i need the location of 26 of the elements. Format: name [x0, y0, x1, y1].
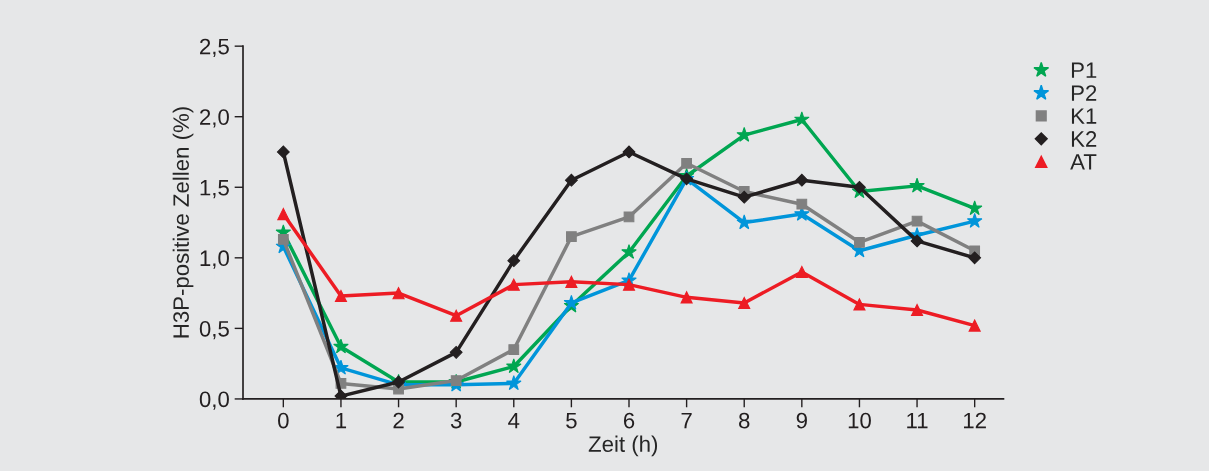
legend-label: K2: [1071, 131, 1097, 147]
y-tick-label: 1,0: [200, 250, 229, 269]
x-tick-label: 3: [450, 412, 462, 429]
x-tick-label: 7: [681, 412, 692, 429]
legend-label: K1: [1071, 108, 1097, 124]
y-tick-label: 0,5: [199, 320, 229, 340]
x-tick-label: 8: [739, 412, 750, 429]
x-tick-label: 0: [278, 412, 289, 429]
x-axis-title: Zeit (h): [588, 435, 658, 457]
y-tick-label: 2,0: [200, 109, 229, 128]
x-tick-label: 1: [336, 412, 347, 429]
x-tick-label: 12: [964, 412, 986, 429]
legend-label: P2: [1071, 85, 1097, 101]
legend-label: AT: [1070, 154, 1097, 170]
x-tick-label: 4: [508, 412, 520, 429]
y-tick-label: 0,0: [199, 391, 229, 410]
legend-label: P1: [1071, 62, 1097, 78]
x-tick-label: 10: [848, 412, 871, 429]
y-tick-label: 2,5: [200, 38, 229, 58]
x-tick-label: 9: [796, 412, 807, 429]
y-tick-label: 1,5: [200, 180, 229, 199]
x-tick-label: 5: [566, 412, 577, 429]
x-tick-label: 6: [623, 412, 635, 429]
x-tick-label: 11: [907, 412, 928, 429]
y-axis-title: H3P-positive Zellen (%): [172, 107, 194, 338]
x-tick-label: 2: [393, 412, 404, 429]
